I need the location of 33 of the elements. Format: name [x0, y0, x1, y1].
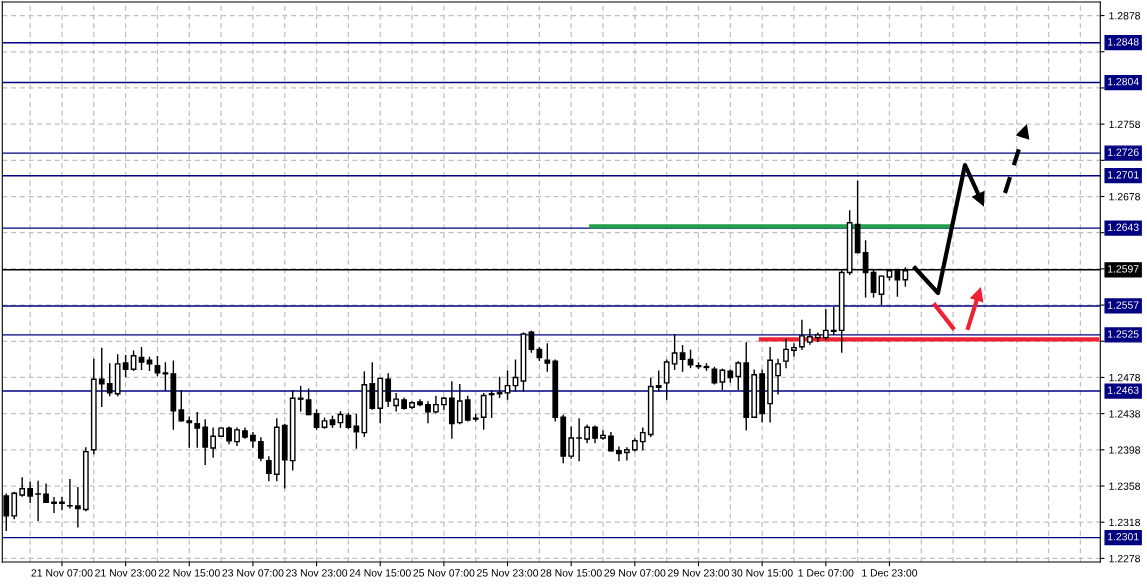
y-tick-label: 1.2478: [1109, 373, 1141, 382]
y-tick-label: 1.2438: [1109, 410, 1141, 418]
x-tick-label: 24 Nov 15:00: [349, 569, 411, 577]
x-tick-label: 30 Nov 15:00: [731, 569, 793, 577]
y-tick-label: 1.2358: [1109, 482, 1141, 490]
ref-line-label: 1.2557: [1108, 301, 1139, 309]
x-tick-label: 29 Nov 23:00: [668, 569, 730, 577]
y-tick-label: 1.2318: [1109, 518, 1141, 527]
x-tick-label: 23 Nov 23:00: [286, 569, 348, 577]
ref-line-label: 1.2463: [1108, 386, 1139, 394]
y-tick-label: 1.2398: [1109, 446, 1141, 454]
ref-line-label: 1.2804: [1108, 77, 1139, 86]
y-tick-label: 1.2278: [1109, 554, 1141, 563]
ref-line-label: 1.2848: [1108, 38, 1139, 46]
ref-line-label: 1.2525: [1108, 330, 1139, 338]
y-tick-label: 1.2878: [1109, 12, 1141, 20]
x-tick-label: 22 Nov 15:00: [158, 569, 220, 577]
x-tick-label: 21 Nov 23:00: [95, 569, 157, 577]
ref-line-label: 1.2301: [1108, 532, 1139, 541]
x-tick-label: 25 Nov 07:00: [413, 569, 475, 577]
y-tick-label: 1.2758: [1109, 120, 1141, 129]
x-tick-label: 1 Dec 23:00: [862, 569, 918, 577]
ref-line-label: 1.2643: [1108, 223, 1139, 231]
x-tick-label: 23 Nov 07:00: [222, 569, 284, 577]
x-tick-label: 21 Nov 07:00: [31, 569, 93, 577]
x-tick-label: 25 Nov 23:00: [477, 569, 539, 577]
x-tick-label: 28 Nov 15:00: [540, 569, 602, 577]
x-tick-label: 1 Dec 07:00: [798, 569, 854, 577]
x-tick-label: 29 Nov 07:00: [604, 569, 666, 577]
ref-line-label: 1.2701: [1108, 171, 1139, 179]
ref-line-label: 1.2597: [1108, 265, 1139, 273]
ref-line-label: 1.2726: [1108, 148, 1139, 156]
y-tick-label: 1.2678: [1109, 193, 1141, 201]
